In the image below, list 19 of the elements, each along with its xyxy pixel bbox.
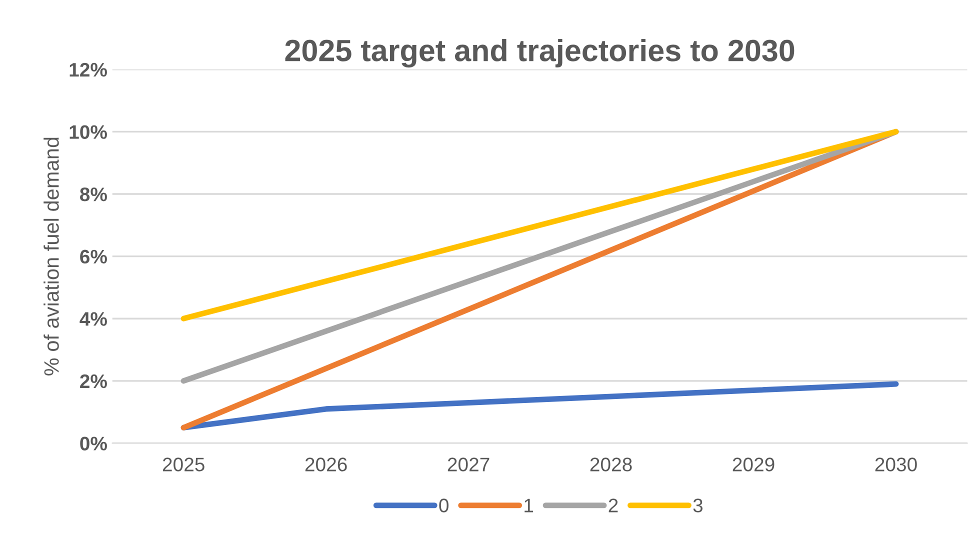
y-tick-label: 8% — [80, 187, 107, 202]
x-tick-label: 2029 — [732, 458, 774, 472]
y-axis-title: % of aviation fuel demand — [44, 138, 59, 376]
legend-label: 0 — [439, 498, 448, 512]
y-tick-label: 6% — [80, 250, 107, 264]
y-tick-label: 12% — [70, 62, 107, 77]
legend-label: 2 — [608, 498, 618, 512]
x-tick-label: 2025 — [162, 458, 204, 472]
y-tick-label: 2% — [80, 374, 107, 388]
x-tick-label: 2026 — [305, 458, 347, 472]
chart-title: 2025 target and trajectories to 2030 — [285, 38, 794, 68]
y-tick-label: 4% — [80, 312, 107, 326]
legend-label: 3 — [693, 498, 703, 512]
legend-label: 1 — [524, 498, 534, 512]
x-tick-label: 2030 — [875, 458, 917, 472]
y-tick-label: 10% — [70, 125, 107, 139]
y-tick-label: 0% — [80, 436, 107, 450]
x-tick-label: 2027 — [448, 458, 490, 472]
x-tick-label: 2028 — [590, 458, 632, 472]
